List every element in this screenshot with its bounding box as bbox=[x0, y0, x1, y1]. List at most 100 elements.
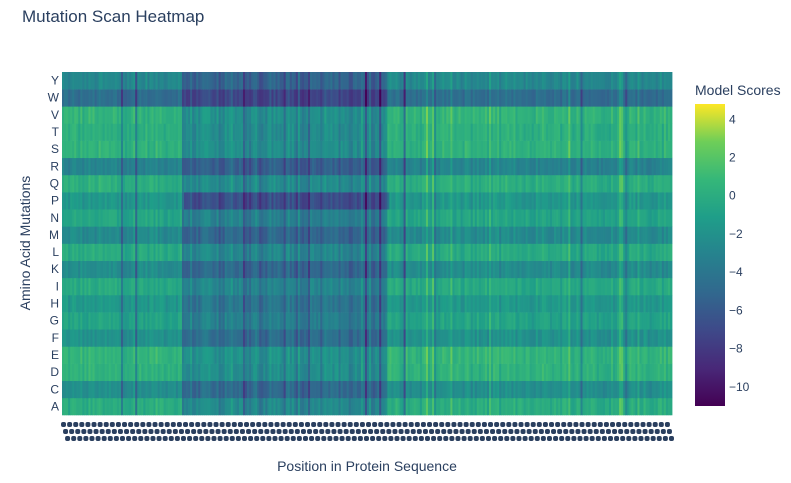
heatmap-cell bbox=[352, 312, 356, 330]
heatmap-cell bbox=[352, 294, 356, 313]
heatmap-cell bbox=[377, 397, 380, 416]
heatmap-cell bbox=[369, 174, 372, 193]
heatmap-cell bbox=[297, 243, 301, 261]
heatmap-cell bbox=[423, 312, 427, 330]
heatmap-cell bbox=[110, 346, 114, 364]
heatmap-cell bbox=[116, 243, 120, 261]
heatmap-cell bbox=[279, 260, 282, 279]
heatmap-cell bbox=[423, 380, 427, 399]
heatmap-cell bbox=[194, 294, 197, 313]
heatmap-cell bbox=[247, 380, 250, 399]
heatmap-cell bbox=[521, 397, 524, 416]
heatmap-cell bbox=[535, 294, 539, 313]
heatmap-cell bbox=[395, 157, 398, 176]
heatmap-cell bbox=[509, 260, 512, 279]
heatmap-cell bbox=[651, 277, 655, 296]
heatmap-cell bbox=[131, 363, 134, 381]
heatmap-cell bbox=[143, 192, 146, 210]
heatmap-cell bbox=[330, 192, 333, 210]
heatmap-cell bbox=[177, 157, 181, 176]
heatmap-cell bbox=[277, 346, 280, 364]
heatmap-cell bbox=[645, 363, 648, 381]
heatmap-cell bbox=[436, 294, 439, 313]
heatmap-cell bbox=[285, 277, 289, 296]
heatmap-cell bbox=[446, 260, 449, 279]
heatmap-cell bbox=[226, 277, 230, 296]
heatmap-cell bbox=[440, 363, 443, 381]
heatmap-cell bbox=[301, 140, 305, 159]
heatmap-cell bbox=[90, 346, 93, 364]
heatmap-cell bbox=[328, 346, 331, 364]
heatmap-cell bbox=[594, 277, 598, 296]
heatmap-cell bbox=[531, 380, 535, 399]
heatmap-cell bbox=[281, 346, 285, 364]
heatmap-cell bbox=[484, 243, 488, 261]
heatmap-cell bbox=[574, 209, 577, 227]
heatmap-cell bbox=[637, 209, 640, 227]
heatmap-cell bbox=[621, 346, 624, 364]
heatmap-cell bbox=[562, 363, 565, 381]
heatmap-cell bbox=[249, 346, 252, 364]
heatmap-cell bbox=[186, 140, 189, 159]
heatmap-cell bbox=[576, 312, 579, 330]
heatmap-cell bbox=[135, 260, 138, 279]
heatmap-cell bbox=[110, 157, 114, 176]
heatmap-cell bbox=[415, 397, 419, 416]
heatmap-cell bbox=[572, 157, 575, 176]
heatmap-cell bbox=[80, 192, 83, 210]
heatmap-cell bbox=[665, 243, 669, 261]
heatmap-cell bbox=[497, 174, 500, 193]
heatmap-cell bbox=[395, 346, 398, 364]
heatmap-cell bbox=[497, 397, 500, 416]
heatmap-cell bbox=[192, 397, 195, 416]
heatmap-cell bbox=[251, 380, 254, 399]
heatmap-cell bbox=[196, 312, 199, 330]
heatmap-cell bbox=[432, 123, 435, 141]
heatmap-cell bbox=[450, 226, 453, 244]
heatmap-cell bbox=[466, 277, 470, 296]
heatmap-cell bbox=[425, 140, 429, 159]
heatmap-cell bbox=[499, 277, 502, 296]
heatmap-cell bbox=[287, 363, 291, 381]
heatmap-cell bbox=[98, 277, 102, 296]
heatmap-cell bbox=[407, 277, 411, 296]
heatmap-cell bbox=[541, 277, 545, 296]
heatmap-cell bbox=[303, 329, 307, 347]
heatmap-cell bbox=[155, 260, 158, 279]
heatmap-cell bbox=[283, 329, 287, 347]
heatmap-cell bbox=[584, 243, 587, 261]
heatmap-cell bbox=[472, 277, 476, 296]
heatmap-cell bbox=[452, 329, 455, 347]
heatmap-cell bbox=[519, 277, 522, 296]
heatmap-cell bbox=[547, 192, 551, 210]
heatmap-cell bbox=[120, 329, 124, 347]
heatmap-cell bbox=[340, 329, 343, 347]
heatmap-cell bbox=[641, 226, 644, 244]
heatmap-cell bbox=[322, 140, 325, 159]
heatmap-cell bbox=[360, 260, 364, 279]
heatmap-cell bbox=[456, 243, 459, 261]
heatmap-cell bbox=[277, 260, 280, 279]
heatmap-cell bbox=[177, 294, 181, 313]
heatmap-cell bbox=[297, 397, 301, 416]
heatmap-cell bbox=[153, 397, 156, 416]
heatmap-cell bbox=[129, 123, 132, 141]
heatmap-cell bbox=[379, 397, 382, 416]
heatmap-cell bbox=[440, 209, 443, 227]
heatmap-cell bbox=[159, 397, 163, 416]
heatmap-cell bbox=[293, 397, 297, 416]
heatmap-cell bbox=[486, 363, 490, 381]
heatmap-cell bbox=[350, 277, 354, 296]
heatmap-cell bbox=[407, 363, 411, 381]
heatmap-cell bbox=[157, 363, 160, 381]
heatmap-cell bbox=[240, 277, 244, 296]
heatmap-cell bbox=[643, 192, 646, 210]
heatmap-cell bbox=[352, 226, 356, 244]
heatmap-cell bbox=[647, 140, 651, 159]
heatmap-cell bbox=[308, 363, 311, 381]
heatmap-cell bbox=[480, 363, 484, 381]
heatmap-cell bbox=[383, 277, 386, 296]
heatmap-cell bbox=[289, 123, 293, 141]
heatmap-cell bbox=[190, 346, 193, 364]
heatmap-cell bbox=[623, 209, 626, 227]
